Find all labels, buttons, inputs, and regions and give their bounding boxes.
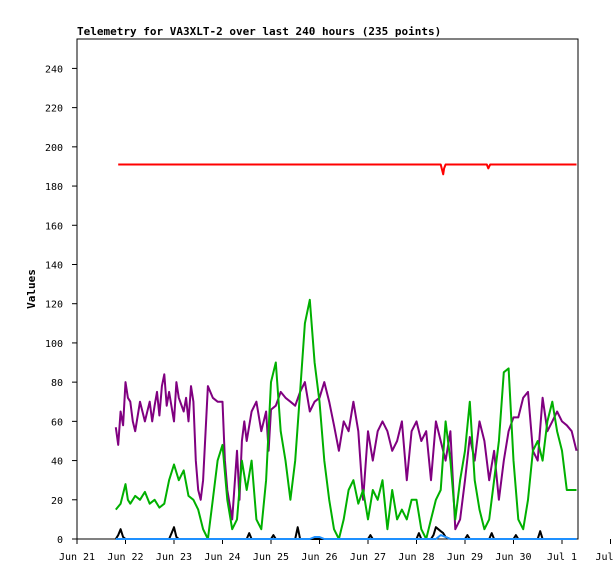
x-tick-label: Jun 24 <box>204 552 240 563</box>
x-tick-label: Jun 25 <box>253 552 289 563</box>
series-line-3 <box>114 526 577 540</box>
y-tick-label: 60 <box>51 417 63 428</box>
x-tick-label: Jul 2 <box>595 552 615 563</box>
x-tick-label: Jun 22 <box>107 552 143 563</box>
y-tick-label: 20 <box>51 496 63 507</box>
x-tick-label: Jun 29 <box>447 552 483 563</box>
y-tick-label: 160 <box>45 221 63 232</box>
y-tick-label: 220 <box>45 104 63 115</box>
y-tick-label: 180 <box>45 182 63 193</box>
x-tick-label: Jun 26 <box>301 552 337 563</box>
x-tick-label: Jun 30 <box>495 552 531 563</box>
series-line-0 <box>118 163 577 176</box>
y-tick-label: 100 <box>45 339 63 350</box>
y-tick-label: 80 <box>51 378 63 389</box>
x-tick-label: Jun 21 <box>59 552 95 563</box>
y-axis-label: Values <box>25 269 38 309</box>
x-tick-label: Jun 23 <box>156 552 192 563</box>
y-tick-label: 120 <box>45 300 63 311</box>
y-tick-label: 140 <box>45 260 63 271</box>
chart-title: Telemetry for VA3XLT-2 over last 240 hou… <box>77 25 441 38</box>
y-tick-label: 0 <box>57 535 63 546</box>
x-tick-label: Jun 27 <box>350 552 386 563</box>
y-tick-label: 240 <box>45 64 63 75</box>
y-tick-label: 40 <box>51 457 63 468</box>
y-tick-label: 200 <box>45 143 63 154</box>
series-line-1 <box>114 373 578 531</box>
x-axis: Jun 21 Jun 22 Jun 23 Jun 24 Jun 25 Jun 26 Jun … <box>59 539 615 563</box>
y-axis: 0 20 40 60 80 100 120 140 160 180 200 220 240 <box>45 64 77 546</box>
series-line-4 <box>115 534 577 540</box>
x-tick-label: Jun 28 <box>398 552 434 563</box>
series-line-2 <box>115 298 577 540</box>
series-layer <box>114 163 578 540</box>
x-tick-label: Jul 1 <box>547 552 577 563</box>
